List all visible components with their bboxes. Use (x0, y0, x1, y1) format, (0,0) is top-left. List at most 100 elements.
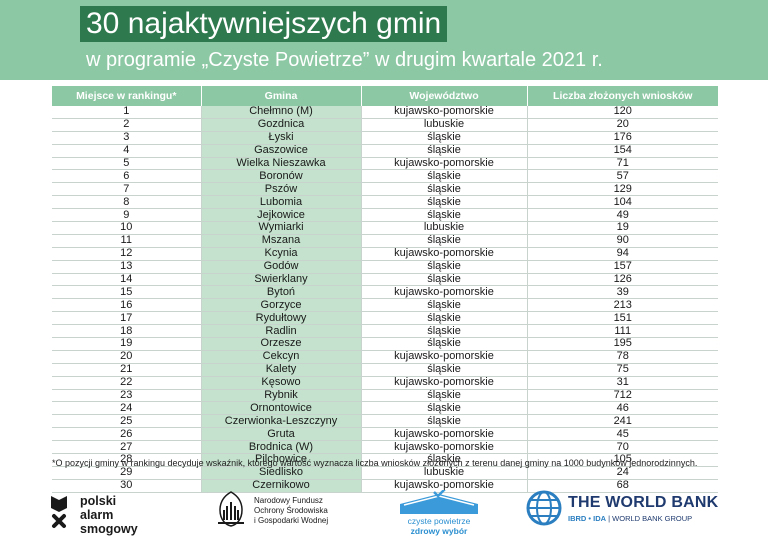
gmina-cell: Godów (201, 260, 362, 274)
applications-cell: 39 (527, 285, 718, 300)
mask-icon (51, 496, 67, 528)
region-cell: kujawsko-pomorskie (361, 376, 528, 390)
gmina-cell: Rydułtowy (201, 311, 362, 326)
rank-cell: 27 (52, 440, 202, 455)
column-header-applications: Liczba złożonych wniosków (527, 86, 718, 106)
region-cell: kujawsko-pomorskie (361, 106, 528, 119)
table-row: 29 Siedlisko lubuskie 24 (52, 466, 718, 480)
table-row: 11 Mszana śląskie 90 (52, 234, 718, 248)
applications-cell: 78 (527, 350, 718, 364)
applications-cell: 129 (527, 182, 718, 197)
gmina-cell: Ornontowice (201, 401, 362, 416)
gmina-cell: Wielka Nieszawka (201, 157, 362, 171)
applications-cell: 94 (527, 247, 718, 261)
region-cell: kujawsko-pomorskie (361, 285, 528, 300)
gmina-cell: Czerwionka-Leszczyny (201, 414, 362, 429)
gmina-cell: Orzesze (201, 337, 362, 351)
rank-cell: 6 (52, 169, 202, 184)
gmina-cell: Wymiarki (201, 221, 362, 235)
rank-cell: 9 (52, 208, 202, 223)
czyste-powietrze-logo: czyste powietrze zdrowy wybór (394, 490, 484, 538)
region-cell: śląskie (361, 273, 528, 287)
table-row: 27 Brodnica (W) kujawsko-pomorskie 70 (52, 440, 718, 455)
table-row: 10 Wymiarki lubuskie 19 (52, 221, 718, 235)
region-cell: śląskie (361, 337, 528, 351)
pas-line-1: polski (80, 494, 117, 508)
applications-cell: 46 (527, 401, 718, 416)
table-row: 23 Rybnik śląskie 712 (52, 389, 718, 403)
rank-cell: 30 (52, 479, 202, 493)
applications-cell: 151 (527, 311, 718, 326)
rank-cell: 13 (52, 260, 202, 274)
applications-cell: 195 (527, 337, 718, 351)
gmina-cell: Gruta (201, 427, 362, 442)
applications-cell: 57 (527, 169, 718, 184)
region-cell: kujawsko-pomorskie (361, 247, 528, 261)
table-row: 24 Ornontowice śląskie 46 (52, 401, 718, 416)
gmina-cell: Radlin (201, 324, 362, 339)
rank-cell: 12 (52, 247, 202, 261)
rank-cell: 14 (52, 273, 202, 287)
region-cell: śląskie (361, 401, 528, 416)
gmina-cell: Pilchowice (201, 453, 362, 467)
nfos-line-3: i Gospodarki Wodnej (254, 516, 329, 525)
cp-line-1: czyste powietrze (407, 516, 471, 526)
world-bank-subtitle: IBRD • IDA | WORLD BANK GROUP (568, 514, 692, 523)
table-row: 17 Rydułtowy śląskie 151 (52, 311, 718, 326)
applications-cell: 68 (527, 479, 718, 493)
logo-strip: polski alarm smogowy Narodowy Fundusz Oc… (0, 484, 768, 543)
region-cell: śląskie (361, 208, 528, 223)
gmina-cell: Kalety (201, 363, 362, 377)
region-cell: śląskie (361, 298, 528, 313)
applications-cell: 71 (527, 157, 718, 171)
table-body: 1 Chełmno (M) kujawsko-pomorskie 120 2 Gozdni… (52, 106, 718, 493)
region-cell: śląskie (361, 414, 528, 429)
gmina-cell: Brodnica (W) (201, 440, 362, 455)
page-subtitle: w programie „Czyste Powietrze” w drugim … (86, 49, 603, 71)
table-row: 7 Pszów śląskie 129 (52, 182, 718, 197)
applications-cell: 104 (527, 195, 718, 210)
region-cell: śląskie (361, 324, 528, 339)
table-row: 21 Kalety śląskie 75 (52, 363, 718, 377)
gmina-cell: Rybnik (201, 389, 362, 403)
house-check-icon (400, 490, 478, 514)
rank-cell: 23 (52, 389, 202, 403)
applications-cell: 111 (527, 324, 718, 339)
pas-line-3: smogowy (80, 522, 138, 536)
applications-cell: 19 (527, 221, 718, 235)
applications-cell: 213 (527, 298, 718, 313)
table-row: 13 Godów śląskie 157 (52, 260, 718, 274)
gmina-cell: Siedlisko (201, 466, 362, 480)
globe-icon (526, 490, 562, 526)
region-cell: lubuskie (361, 118, 528, 132)
region-cell: śląskie (361, 182, 528, 197)
region-cell: śląskie (361, 144, 528, 158)
table-row: 12 Kcynia kujawsko-pomorskie 94 (52, 247, 718, 261)
applications-cell: 176 (527, 131, 718, 145)
gmina-cell: Jejkowice (201, 208, 362, 223)
ranking-table: Miejsce w rankingu* Gmina Województwo Li… (52, 86, 718, 493)
table-row: 9 Jejkowice śląskie 49 (52, 208, 718, 223)
table-row: 22 Kęsowo kujawsko-pomorskie 31 (52, 376, 718, 390)
rank-cell: 8 (52, 195, 202, 210)
gmina-cell: Kęsowo (201, 376, 362, 390)
applications-cell: 20 (527, 118, 718, 132)
rank-cell: 1 (52, 106, 202, 119)
gmina-cell: Łyski (201, 131, 362, 145)
applications-cell: 120 (527, 106, 718, 119)
column-header-gmina: Gmina (201, 86, 362, 106)
table-row: 19 Orzesze śląskie 195 (52, 337, 718, 351)
table-row: 1 Chełmno (M) kujawsko-pomorskie 120 (52, 106, 718, 119)
rank-cell: 3 (52, 131, 202, 145)
applications-cell: 70 (527, 440, 718, 455)
header-banner: 30 najaktywniejszych gmin w programie „C… (0, 0, 768, 80)
world-bank-name: THE WORLD BANK (568, 494, 719, 511)
column-header-rank: Miejsce w rankingu* (52, 86, 202, 106)
rank-cell: 25 (52, 414, 202, 429)
rank-cell: 20 (52, 350, 202, 364)
applications-cell: 24 (527, 466, 718, 480)
gmina-cell: Cekcyn (201, 350, 362, 364)
region-cell: śląskie (361, 169, 528, 184)
rank-cell: 4 (52, 144, 202, 158)
rank-cell: 2 (52, 118, 202, 132)
